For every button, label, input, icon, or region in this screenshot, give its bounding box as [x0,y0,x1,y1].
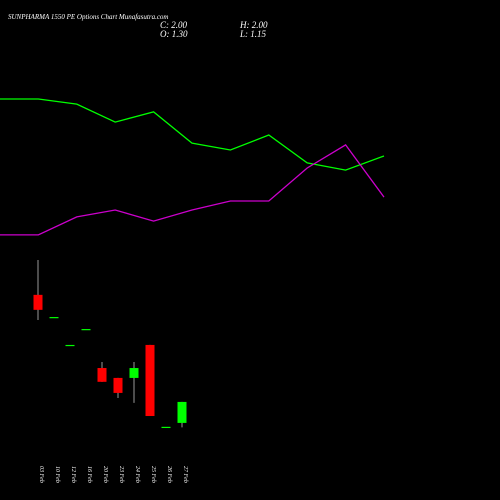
candle-body [113,377,123,393]
candle-body [177,401,187,423]
candle-body [161,426,171,429]
indicator-line [0,98,385,171]
x-tick-label: 16 Feb [86,466,92,483]
candle-body [49,317,59,319]
x-tick-label: 26 Feb [166,466,172,483]
candle-body [145,344,155,417]
x-tick-label: 27 Feb [182,466,188,483]
ohlc-open: O: 1.30 [160,29,188,39]
candle-body [97,368,107,382]
ohlc-close: C: 2.00 [160,20,188,30]
x-tick-label: 12 Feb [70,466,76,483]
candle-body [129,368,139,378]
ohlc-low: L: 1.15 [239,29,267,39]
candle-body [33,294,43,310]
candle-body [65,344,75,347]
x-tick-label: 23 Feb [118,466,124,483]
x-tick-label: 24 Feb [134,466,141,483]
x-tick-label: 10 Feb [54,466,60,483]
ohlc-high: H: 2.00 [239,20,268,30]
x-tick-label: 25 Feb [150,466,156,483]
candle-body [81,329,91,331]
chart-title: SUNPHARMA 1550 PE Options Chart Munafasu… [8,13,168,21]
x-tick-label: 03 Feb [38,466,44,483]
x-tick-label: 20 Feb [102,466,108,483]
indicator-line [0,144,385,236]
